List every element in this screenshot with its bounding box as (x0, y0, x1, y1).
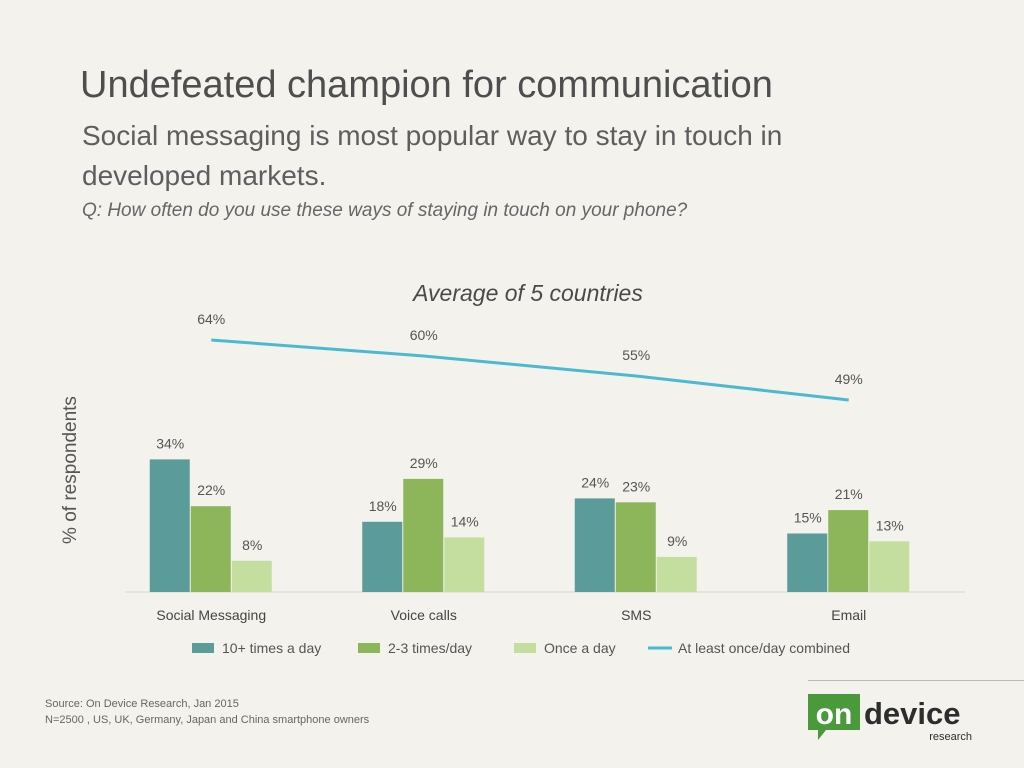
legend-label-3: Once a day (544, 640, 616, 656)
bar-label-2-1: 22% (197, 482, 225, 498)
logo-text-research: research (929, 731, 972, 743)
bar-label-1-4: 15% (794, 510, 822, 526)
bar-label-1-2: 18% (369, 498, 397, 514)
x-tick-label-2: Voice calls (391, 607, 457, 623)
logo-text-on: on (816, 698, 853, 731)
legend-swatch-3 (514, 643, 536, 653)
bar-2-2 (403, 478, 444, 592)
bar-2-4 (828, 510, 869, 592)
bar-3-1 (231, 560, 272, 592)
line-label-2: 60% (410, 327, 438, 343)
logo-speech-bubble (808, 694, 860, 740)
line-label-3: 55% (622, 347, 650, 363)
source-line-2: N=2500 , US, UK, Germany, Japan and Chin… (45, 714, 370, 726)
source-line-1: Source: On Device Research, Jan 2015 (45, 698, 239, 710)
bar-label-3-3: 9% (667, 533, 687, 549)
legend-label-2: 2-3 times/day (388, 640, 472, 656)
bar-3-4 (869, 541, 910, 592)
bar-2-3 (615, 502, 656, 592)
chart-title: Average of 5 countries (411, 280, 643, 306)
bar-label-2-4: 21% (835, 486, 863, 502)
bar-2-1 (190, 506, 231, 592)
x-tick-label-4: Email (831, 607, 866, 623)
bar-1-1 (149, 459, 190, 592)
bar-1-2 (362, 521, 403, 592)
line-label-1: 64% (197, 311, 225, 327)
line-label-4: 49% (835, 371, 863, 387)
legend-label-1: 10+ times a day (222, 640, 321, 656)
bar-label-3-1: 8% (242, 537, 262, 553)
legend-swatch-2 (358, 643, 380, 653)
logo-text-device: device (864, 696, 961, 731)
source-note: Source: On Device Research, Jan 2015 N=2… (45, 696, 369, 728)
legend-label-4: At least once/day combined (678, 640, 850, 656)
on-device-research-logo: on device research (808, 694, 972, 743)
bar-label-1-3: 24% (581, 474, 609, 490)
bar-label-3-4: 13% (876, 517, 904, 533)
legend-swatch-1 (192, 643, 214, 653)
y-axis-label: % of respondents (60, 396, 81, 544)
bar-1-4 (787, 533, 828, 592)
bar-line-chart: Average of 5 countries % of respondents 34… (60, 280, 965, 656)
bar-1-3 (574, 498, 615, 592)
bar-label-1-1: 34% (156, 435, 184, 451)
line-series-combined (211, 338, 849, 402)
bar-label-2-3: 23% (622, 478, 650, 494)
bar-label-2-2: 29% (410, 455, 438, 471)
x-tick-label-3: SMS (621, 607, 651, 623)
x-tick-label-1: Social Messaging (156, 607, 266, 623)
page-title: Undefeated champion for communication (80, 64, 773, 106)
bar-3-3 (656, 556, 697, 592)
corner-divider (808, 680, 1024, 681)
survey-question: Q: How often do you use these ways of st… (82, 200, 688, 221)
page-subtitle: Social messaging is most popular way to … (82, 120, 783, 191)
bar-3-2 (444, 537, 485, 592)
bar-label-3-2: 14% (451, 513, 479, 529)
